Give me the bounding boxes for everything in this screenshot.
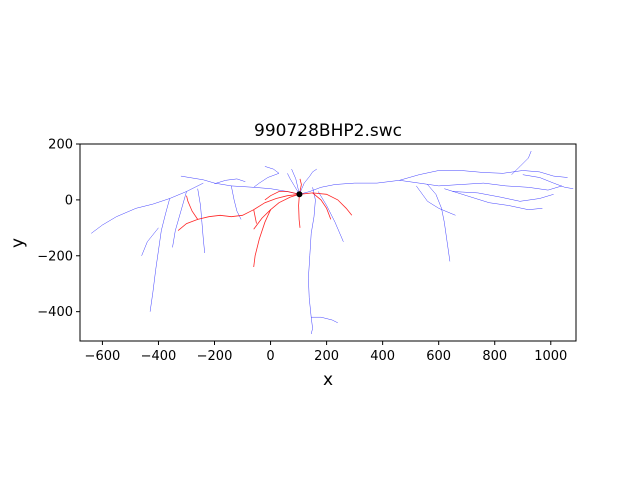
axon-branch-5 bbox=[214, 178, 246, 184]
axon-branch-15 bbox=[522, 174, 574, 189]
axon-branch-11 bbox=[416, 185, 456, 216]
x-tick-label: −200 bbox=[197, 349, 233, 364]
axon-branch-20 bbox=[317, 191, 344, 242]
y-tick-label: 0 bbox=[65, 193, 73, 208]
dendrite-branch-5 bbox=[299, 178, 302, 195]
axon-branch-13 bbox=[452, 191, 554, 202]
dendrite-branch-3 bbox=[253, 209, 271, 268]
x-tick-label: −600 bbox=[85, 349, 121, 364]
y-tick-label: 200 bbox=[48, 138, 73, 153]
x-tick-label: 800 bbox=[482, 349, 507, 364]
axon-branch-12 bbox=[444, 188, 543, 210]
dendrite-branch-9 bbox=[253, 209, 257, 224]
axon-branch-8 bbox=[376, 170, 568, 184]
axon-branch-18 bbox=[308, 187, 316, 335]
plot-frame bbox=[79, 143, 577, 342]
chart-title: 990728BHP2.swc bbox=[254, 121, 402, 141]
axon-branch-22 bbox=[291, 169, 300, 195]
dendrite-branch-4 bbox=[299, 192, 353, 216]
axon-branch-4 bbox=[197, 188, 205, 254]
dendrite-branch-0 bbox=[177, 193, 300, 231]
axon-branch-1 bbox=[91, 182, 204, 234]
x-tick-label: 400 bbox=[370, 349, 395, 364]
dendrite-branch-2 bbox=[253, 193, 300, 230]
axon-branch-7 bbox=[299, 182, 377, 195]
x-tick-label: 200 bbox=[314, 349, 339, 364]
dendrite-branch-1 bbox=[186, 195, 199, 220]
axon-branch-17 bbox=[287, 173, 300, 195]
axon-branch-21 bbox=[264, 166, 280, 174]
axon-branch-3 bbox=[172, 191, 187, 248]
y-tick-label: −200 bbox=[37, 249, 73, 264]
axon-branch-10 bbox=[427, 184, 451, 262]
x-tick-label: 600 bbox=[426, 349, 451, 364]
axon-branch-19 bbox=[311, 316, 338, 324]
dendrite-branch-7 bbox=[264, 191, 300, 201]
axon-branch-24 bbox=[141, 227, 159, 256]
x-tick-label: 1000 bbox=[534, 349, 567, 364]
axon-branch-14 bbox=[511, 150, 532, 175]
y-axis-label: y bbox=[8, 238, 28, 248]
x-tick-label: −400 bbox=[141, 349, 177, 364]
soma-marker bbox=[296, 191, 303, 198]
x-axis-label: x bbox=[323, 370, 333, 390]
axon-branch-23 bbox=[231, 185, 242, 220]
y-tick-label: −400 bbox=[37, 305, 73, 320]
dendrite-branch-8 bbox=[312, 192, 332, 220]
dendrite-branch-6 bbox=[298, 194, 301, 228]
axon-branch-2 bbox=[149, 198, 170, 312]
axon-branch-16 bbox=[299, 168, 317, 195]
x-tick-label: 0 bbox=[266, 349, 274, 364]
axon-branch-6 bbox=[253, 173, 280, 188]
axon-branch-9 bbox=[399, 180, 563, 191]
